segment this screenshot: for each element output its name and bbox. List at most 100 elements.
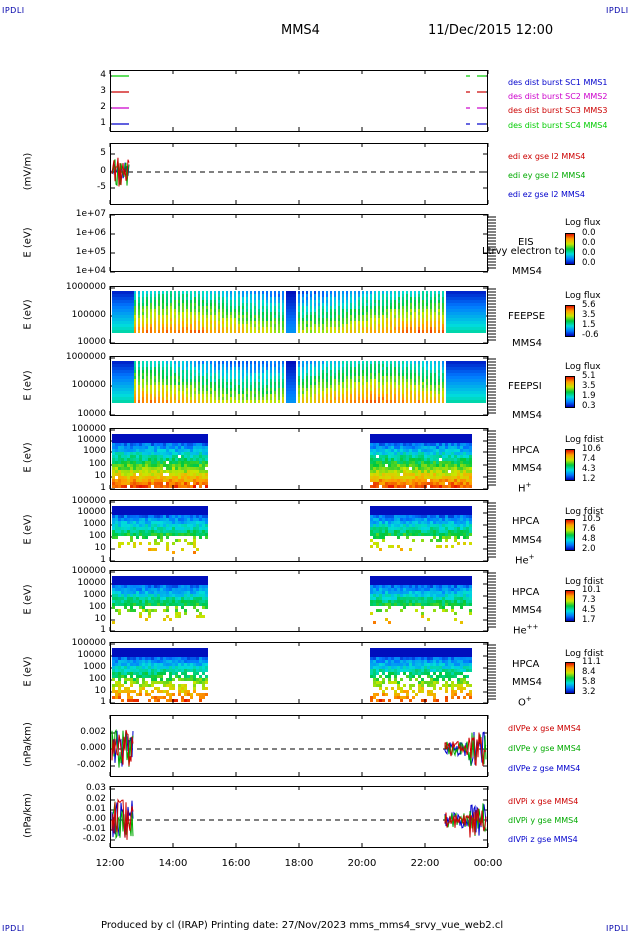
hpca-h-cell bbox=[148, 455, 151, 458]
feepse-cell bbox=[206, 324, 208, 327]
feepse-cell bbox=[330, 318, 332, 321]
hpca-he1-cell bbox=[127, 530, 130, 533]
hpca-he1-cell bbox=[178, 524, 181, 527]
hpca-he1-cell bbox=[139, 512, 142, 515]
feepse-cell bbox=[282, 303, 284, 306]
feepse-cell bbox=[302, 303, 304, 306]
feepsi-cell bbox=[158, 388, 160, 391]
hpca-h-cell bbox=[175, 455, 178, 458]
feepsi-cell bbox=[460, 376, 462, 379]
hpca-h-cell bbox=[163, 434, 166, 437]
feepse-cell bbox=[278, 321, 280, 324]
hpca-he1-cell bbox=[157, 536, 160, 539]
feepsi-cell bbox=[434, 376, 436, 379]
feepse-cell bbox=[410, 327, 412, 330]
feepsi-cell bbox=[190, 367, 192, 370]
feepse-cell bbox=[292, 303, 294, 306]
feepse-cell bbox=[158, 312, 160, 315]
hpca-h-cell bbox=[451, 476, 454, 479]
feepsi-cell bbox=[390, 397, 392, 400]
feepsi-cell bbox=[118, 364, 120, 367]
hpca-h-cell bbox=[193, 461, 196, 464]
hpca-he1-cell bbox=[187, 506, 190, 509]
feepse-cell bbox=[326, 324, 328, 327]
hpca-h-cell bbox=[415, 470, 418, 473]
hpca-h-cell bbox=[436, 440, 439, 443]
feepse-cell bbox=[472, 303, 474, 306]
feepsi-cell bbox=[446, 373, 448, 376]
feepsi-cell bbox=[334, 394, 336, 397]
feepse-cell bbox=[116, 309, 118, 312]
feepsi-cell bbox=[446, 400, 448, 403]
hpca-he1-cell bbox=[184, 530, 187, 533]
feepse-cell bbox=[124, 330, 126, 333]
hpca-he1-cell bbox=[370, 509, 373, 512]
hpca-he1-cell bbox=[151, 521, 154, 524]
hpca-h-cell bbox=[424, 479, 427, 482]
feepse-cell bbox=[302, 330, 304, 333]
hpca-h-cell bbox=[157, 443, 160, 446]
feepsi-cell bbox=[170, 376, 172, 379]
hpca-h-cell bbox=[460, 482, 463, 485]
feepse-cell bbox=[186, 324, 188, 327]
feepse-cell bbox=[382, 324, 384, 327]
feepse-cell bbox=[206, 297, 208, 300]
hpca-h-cell bbox=[184, 446, 187, 449]
hpca-he1-cell bbox=[394, 521, 397, 524]
feepsi-cell bbox=[314, 361, 316, 364]
feepse-cell bbox=[126, 306, 128, 309]
feepse-cell bbox=[422, 294, 424, 297]
hpca-he1-cell bbox=[202, 530, 205, 533]
feepse-cell bbox=[414, 291, 416, 294]
feepse-cell bbox=[266, 318, 268, 321]
feepse-cell bbox=[338, 291, 340, 294]
hpca-he1-cell bbox=[145, 524, 148, 527]
feepse-cell bbox=[314, 306, 316, 309]
hpca-h-cell bbox=[178, 470, 181, 473]
feepse-cell bbox=[478, 315, 480, 318]
feepse-cell bbox=[158, 327, 160, 330]
feepsi-cell bbox=[378, 367, 380, 370]
feepse-cell bbox=[450, 330, 452, 333]
hpca-h-cell bbox=[418, 455, 421, 458]
feepsi-cell bbox=[294, 370, 296, 373]
feepsi-cell bbox=[270, 373, 272, 376]
feepse-cell bbox=[210, 306, 212, 309]
feepsi-cell bbox=[120, 385, 122, 388]
feepse-cell bbox=[286, 303, 288, 306]
hpca-h-cell bbox=[433, 479, 436, 482]
feepse-cell bbox=[386, 294, 388, 297]
feepse-cell bbox=[342, 303, 344, 306]
feepsi-cell bbox=[122, 370, 124, 373]
feepse-cell bbox=[306, 294, 308, 297]
hpca-h-cell bbox=[172, 440, 175, 443]
feepsi-cell bbox=[326, 376, 328, 379]
feepsi-cell bbox=[382, 394, 384, 397]
hpca-he1-cell bbox=[169, 524, 172, 527]
feepsi-cell bbox=[122, 367, 124, 370]
feepsi-cell bbox=[286, 361, 288, 364]
hpca-h-cell bbox=[370, 467, 373, 470]
hpca-h-cell bbox=[397, 479, 400, 482]
feepse-cell bbox=[154, 294, 156, 297]
hpca-h-cell bbox=[400, 458, 403, 461]
feepse-cell bbox=[334, 306, 336, 309]
feepsi-cell bbox=[186, 388, 188, 391]
hpca-he1-cell bbox=[205, 536, 208, 539]
hpca-he1-cell bbox=[187, 524, 190, 527]
feepse-cell bbox=[378, 318, 380, 321]
feepse-cell bbox=[288, 306, 290, 309]
feepse-cell bbox=[330, 309, 332, 312]
hpca-h-cell bbox=[184, 449, 187, 452]
feepsi-cell bbox=[378, 370, 380, 373]
feepse-cell bbox=[186, 315, 188, 318]
hpca-h-cell bbox=[160, 458, 163, 461]
feepse-cell bbox=[118, 306, 120, 309]
hpca-h-cell bbox=[469, 446, 472, 449]
feepsi-cell bbox=[270, 382, 272, 385]
feepsi-cell bbox=[464, 382, 466, 385]
feepsi-cell bbox=[448, 397, 450, 400]
feepsi-cell bbox=[282, 388, 284, 391]
hpca-he1-cell bbox=[118, 521, 121, 524]
